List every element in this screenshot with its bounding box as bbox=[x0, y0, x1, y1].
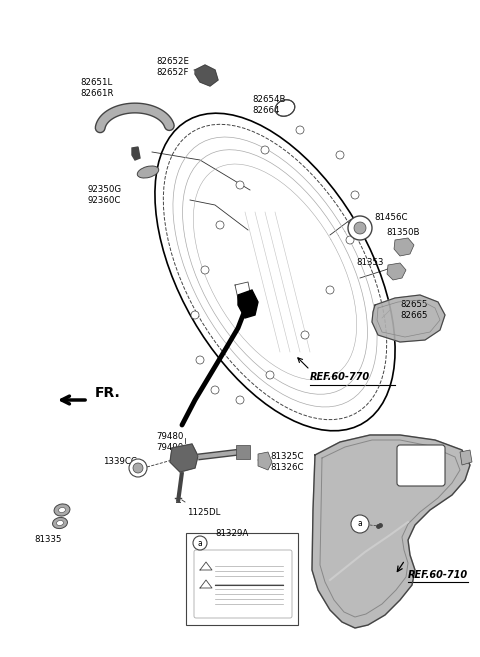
Circle shape bbox=[266, 371, 274, 379]
Circle shape bbox=[196, 356, 204, 364]
Text: 81350B: 81350B bbox=[386, 228, 420, 237]
Ellipse shape bbox=[54, 504, 70, 516]
Polygon shape bbox=[372, 295, 445, 342]
Circle shape bbox=[354, 222, 366, 234]
Text: 1125DL: 1125DL bbox=[187, 508, 220, 517]
FancyBboxPatch shape bbox=[397, 445, 445, 486]
FancyBboxPatch shape bbox=[194, 550, 292, 618]
Circle shape bbox=[348, 216, 372, 240]
Text: 1339CC: 1339CC bbox=[103, 457, 137, 466]
Text: 81325C
81326C: 81325C 81326C bbox=[270, 452, 303, 472]
Ellipse shape bbox=[137, 166, 159, 178]
Text: 92350G
92360C: 92350G 92360C bbox=[88, 185, 122, 205]
Polygon shape bbox=[195, 65, 218, 86]
Text: FR.: FR. bbox=[95, 386, 121, 400]
Bar bbox=[236, 445, 250, 459]
Ellipse shape bbox=[57, 520, 63, 526]
Text: REF.60-770: REF.60-770 bbox=[310, 372, 370, 382]
Text: a: a bbox=[198, 539, 203, 547]
Circle shape bbox=[236, 396, 244, 404]
Text: 82655
82665: 82655 82665 bbox=[400, 300, 428, 320]
Polygon shape bbox=[132, 147, 140, 160]
Text: 82651L
82661R: 82651L 82661R bbox=[80, 78, 113, 98]
Text: 81329A: 81329A bbox=[215, 530, 248, 539]
Circle shape bbox=[201, 266, 209, 274]
Circle shape bbox=[351, 515, 369, 533]
Circle shape bbox=[129, 459, 147, 477]
Polygon shape bbox=[387, 263, 406, 280]
Text: REF.60-710: REF.60-710 bbox=[408, 570, 468, 580]
Polygon shape bbox=[155, 113, 395, 431]
Ellipse shape bbox=[59, 507, 65, 512]
Circle shape bbox=[133, 463, 143, 473]
Circle shape bbox=[236, 181, 244, 189]
Circle shape bbox=[351, 191, 359, 199]
Circle shape bbox=[191, 311, 199, 319]
Text: 81353: 81353 bbox=[356, 258, 384, 267]
Text: a: a bbox=[358, 520, 362, 528]
Polygon shape bbox=[394, 238, 414, 256]
Circle shape bbox=[261, 146, 269, 154]
Polygon shape bbox=[170, 444, 198, 472]
Text: 82654B
82664: 82654B 82664 bbox=[252, 95, 286, 115]
Circle shape bbox=[296, 126, 304, 134]
Polygon shape bbox=[235, 282, 252, 308]
Circle shape bbox=[336, 151, 344, 159]
Polygon shape bbox=[258, 452, 272, 470]
Text: 81456C: 81456C bbox=[374, 213, 408, 222]
Ellipse shape bbox=[52, 518, 68, 529]
Polygon shape bbox=[238, 290, 258, 318]
Circle shape bbox=[301, 331, 309, 339]
Circle shape bbox=[193, 536, 207, 550]
Circle shape bbox=[211, 386, 219, 394]
Circle shape bbox=[326, 286, 334, 294]
Text: 81335: 81335 bbox=[34, 535, 62, 544]
Circle shape bbox=[346, 236, 354, 244]
Polygon shape bbox=[312, 435, 470, 628]
Text: 79480
79490: 79480 79490 bbox=[156, 432, 184, 452]
Polygon shape bbox=[460, 450, 472, 465]
FancyBboxPatch shape bbox=[186, 533, 298, 625]
Circle shape bbox=[216, 221, 224, 229]
Text: 82652E
82652F: 82652E 82652F bbox=[156, 57, 190, 77]
Polygon shape bbox=[275, 100, 295, 116]
